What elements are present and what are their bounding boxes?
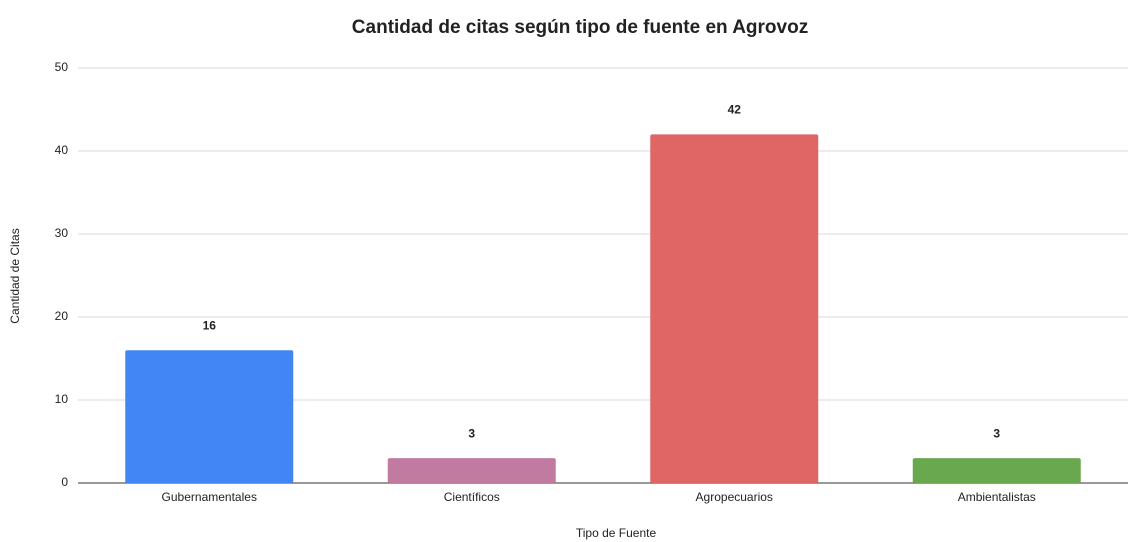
y-tick-label: 10 [55, 392, 69, 406]
bar [912, 458, 1081, 483]
x-tick-label: Ambientalistas [958, 490, 1036, 504]
chart-title: Cantidad de citas según tipo de fuente e… [352, 17, 808, 38]
y-tick-label: 30 [55, 226, 69, 240]
bar [125, 350, 294, 483]
y-tick-label: 0 [61, 475, 68, 489]
bar [387, 458, 556, 483]
x-tick-label: Científicos [444, 490, 500, 504]
y-tick-label: 40 [55, 143, 69, 157]
data-label: 3 [993, 426, 1000, 440]
y-axis-label: Cantidad de Citas [8, 228, 22, 323]
y-tick-label: 50 [55, 60, 69, 74]
bar [650, 134, 819, 483]
x-tick-label: Gubernamentales [162, 490, 257, 504]
data-label: 3 [468, 426, 475, 440]
x-axis-label: Tipo de Fuente [576, 526, 657, 540]
data-label: 16 [203, 318, 217, 332]
data-label: 42 [728, 103, 742, 117]
x-tick-label: Agropecuarios [696, 490, 773, 504]
y-tick-label: 20 [55, 309, 69, 323]
